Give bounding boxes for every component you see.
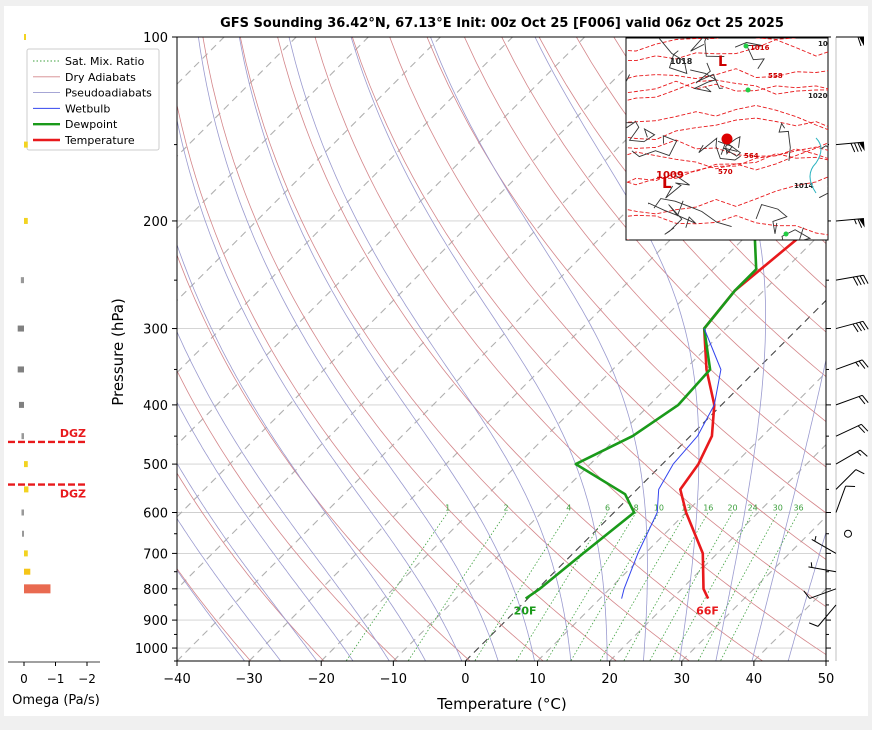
mixing-ratio-label-2: 2 [504,503,509,512]
surface-temperature-label: 66F [696,605,719,618]
map-label-4: 1016 [750,44,770,52]
x-tick-label-0: −40 [163,672,190,687]
map-label-3: 1018 [670,57,693,66]
omega-bar-450 [21,433,24,439]
map-green-marker-2 [746,88,751,93]
x-tick-label-5: 10 [529,672,546,687]
map-green-marker-1 [744,44,749,49]
mixing-ratio-label-6: 6 [605,503,610,512]
y-tick-label-300: 300 [143,323,168,338]
mixing-ratio-label-24: 24 [748,503,758,512]
mixing-ratio-label-10: 10 [654,503,664,512]
omega-bar-250 [21,277,24,283]
y-tick-label-100: 100 [143,31,168,46]
y-axis-label: Pressure (hPa) [109,298,127,406]
omega-bar-150 [24,142,28,148]
x-tick-label-7: 30 [674,672,691,687]
omega-tick-label-2: −2 [78,672,96,686]
legend-label-1: Dry Adiabats [65,71,136,84]
mixing-ratio-label-36: 36 [793,503,803,512]
x-axis-label: Temperature (°C) [436,695,566,713]
x-tick-label-3: −10 [380,672,407,687]
x-tick-label-8: 40 [746,672,763,687]
barb-half [811,562,812,567]
y-tick-label-400: 400 [143,399,168,414]
map-label-8: 1020 [808,92,828,100]
legend-label-5: Temperature [64,134,135,147]
omega-bar-500 [24,461,28,467]
legend: Sat. Mix. Ratio Dry Adiabats Pseudoadiabat… [27,49,159,150]
omega-bar-600 [21,509,24,515]
mixing-ratio-label-16: 16 [703,503,713,512]
mixing-ratio-label-20: 20 [727,503,737,512]
legend-label-2: Pseudoadiabats [65,87,152,100]
omega-bar-350 [18,366,24,372]
dgz-label-1: DGZ [60,488,86,501]
omega-bar-200 [24,218,28,224]
y-tick-label-500: 500 [143,458,168,473]
mixing-ratio-label-4: 4 [566,503,571,512]
map-label-2: L [662,174,672,192]
omega-tick-label-1: −1 [47,672,65,686]
omega-bar-550 [24,486,28,492]
map-label-5: 558 [768,72,783,80]
omega-bar-300 [18,326,24,332]
map-label-6: 564 [744,152,759,160]
surface-dewpoint-label: 20F [514,605,537,618]
y-tick-label-900: 900 [143,614,168,629]
y-tick-label-1000: 1000 [135,642,168,657]
chart-title: GFS Sounding 36.42°N, 67.13°E Init: 00z … [220,16,784,31]
dgz-label-0: DGZ [60,427,86,440]
omega-axis-label: Omega (Pa/s) [12,693,100,708]
omega-bar-800 [24,584,50,593]
x-tick-label-6: 20 [601,672,618,687]
omega-bar-650 [22,531,24,537]
sounding-location-marker [722,134,733,145]
mixing-ratio-label-30: 30 [773,503,783,512]
mixing-ratio-label-1: 1 [445,503,450,512]
legend-label-3: Wetbulb [65,102,110,115]
x-tick-label-2: −20 [308,672,335,687]
y-tick-label-600: 600 [143,506,168,521]
y-tick-label-700: 700 [143,547,168,562]
y-tick-label-200: 200 [143,215,168,230]
legend-label-0: Sat. Mix. Ratio [65,55,145,68]
x-tick-label-9: 50 [818,672,835,687]
omega-tick-label-0: 0 [20,672,28,686]
y-tick-label-800: 800 [143,583,168,598]
x-tick-label-4: 0 [461,672,469,687]
omega-bar-750 [24,569,30,575]
map-label-0: L [718,54,727,70]
map-green-marker-3 [784,232,789,237]
omega-bar-100 [24,34,26,40]
legend-label-4: Dewpoint [65,118,118,131]
map-label-7: 570 [718,168,733,176]
x-tick-label-1: −30 [235,672,262,687]
omega-bar-700 [24,550,28,556]
omega-bar-400 [19,402,24,408]
